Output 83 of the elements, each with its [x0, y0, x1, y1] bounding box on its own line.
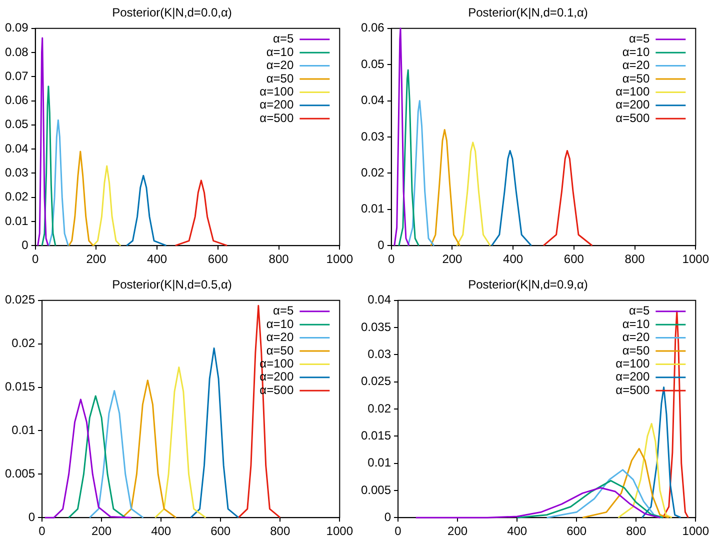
y-tick-label: 0.05	[360, 56, 385, 71]
legend-label: α=20	[266, 330, 294, 344]
x-tick-label: 1000	[682, 524, 710, 538]
x-tick-label: 800	[268, 252, 290, 266]
x-tick-label: 600	[210, 524, 231, 538]
y-tick-label: 0.09	[4, 20, 29, 35]
legend-label: α=50	[622, 343, 650, 358]
x-tick-label: 600	[208, 252, 228, 266]
legend-label: α=10	[266, 316, 294, 331]
y-tick-label: 0.005	[5, 466, 36, 480]
x-tick-label: 600	[566, 524, 587, 538]
y-tick-label: 0.02	[368, 401, 392, 416]
legend-label: α=200	[616, 98, 650, 112]
legend-label: α=100	[260, 84, 294, 99]
y-tick-label: 0.015	[361, 428, 392, 442]
y-tick-label: 0.04	[4, 141, 29, 156]
y-tick-label: 0.04	[360, 93, 385, 108]
y-tick-label: 0	[22, 238, 29, 252]
legend-label: α=50	[266, 71, 294, 86]
y-tick-label: 0.015	[5, 380, 36, 394]
y-tick-label: 0.06	[4, 93, 29, 108]
y-tick-label: 0.02	[4, 190, 29, 204]
x-tick-label: 400	[147, 252, 168, 266]
x-tick-label: 1000	[682, 252, 710, 266]
x-tick-label: 800	[270, 524, 290, 538]
y-tick-label: 0.04	[368, 292, 392, 307]
x-tick-label: 200	[442, 252, 463, 266]
legend-label: α=10	[622, 44, 650, 59]
legend-label: α=5	[629, 304, 650, 318]
legend-label: α=10	[622, 316, 650, 331]
y-tick-label: 0.07	[4, 68, 29, 83]
y-tick-label: 0.01	[12, 423, 36, 438]
legend-label: α=10	[266, 44, 294, 59]
y-tick-label: 0.03	[4, 166, 29, 180]
x-tick-label: 200	[448, 524, 468, 538]
legend-label: α=20	[266, 58, 294, 72]
x-tick-label: 1000	[326, 252, 354, 266]
y-tick-label: 0.01	[368, 456, 392, 470]
y-tick-label: 0.06	[360, 20, 385, 35]
chart-title: Posterior(K|N,d=0.9,α)	[468, 278, 588, 292]
legend-label: α=20	[622, 58, 650, 72]
legend-label: α=5	[273, 304, 294, 318]
x-tick-label: 0	[38, 524, 46, 538]
x-tick-label: 400	[507, 524, 528, 538]
legend-label: α=5	[629, 32, 650, 46]
chart-title: Posterior(K|N,d=0.5,α)	[112, 278, 232, 292]
y-tick-label: 0.05	[4, 117, 29, 132]
y-tick-label: 0.025	[361, 374, 392, 388]
x-tick-label: 600	[564, 252, 584, 266]
y-tick-label: 0.01	[4, 214, 29, 228]
x-tick-label: 0	[394, 524, 402, 538]
chart-title: Posterior(K|N,d=0.1,α)	[468, 6, 588, 20]
y-tick-label: 0.035	[361, 320, 392, 334]
x-tick-label: 200	[86, 252, 107, 266]
y-tick-label: 0.02	[360, 166, 385, 180]
y-tick-label: 0.08	[4, 44, 29, 59]
x-tick-label: 800	[626, 524, 646, 538]
x-tick-label: 200	[92, 524, 112, 538]
y-tick-label: 0	[384, 510, 392, 524]
y-tick-label: 0.025	[5, 292, 36, 307]
x-tick-label: 1000	[326, 524, 354, 538]
y-tick-label: 0	[378, 238, 385, 252]
legend-label: α=50	[622, 71, 650, 86]
legend-label: α=500	[616, 110, 650, 125]
legend-label: α=500	[616, 382, 650, 397]
legend-label: α=100	[616, 356, 650, 371]
legend-label: α=200	[616, 370, 650, 384]
y-tick-label: 0	[28, 510, 36, 524]
legend-label: α=500	[260, 110, 294, 125]
y-tick-label: 0.02	[12, 336, 36, 350]
y-tick-label: 0.03	[360, 129, 385, 144]
legend-label: α=200	[260, 98, 294, 112]
x-tick-label: 800	[624, 252, 646, 266]
legend-label: α=50	[266, 343, 294, 358]
legend-label: α=5	[273, 32, 294, 46]
x-tick-label: 400	[503, 252, 524, 266]
y-tick-label: 0.01	[360, 202, 385, 216]
x-tick-label: 400	[151, 524, 172, 538]
chart-title: Posterior(K|N,d=0.0,α)	[112, 6, 232, 20]
legend-label: α=20	[622, 330, 650, 344]
y-tick-label: 0.005	[361, 482, 392, 497]
legend-label: α=100	[616, 84, 650, 99]
y-tick-label: 0.03	[368, 347, 392, 362]
